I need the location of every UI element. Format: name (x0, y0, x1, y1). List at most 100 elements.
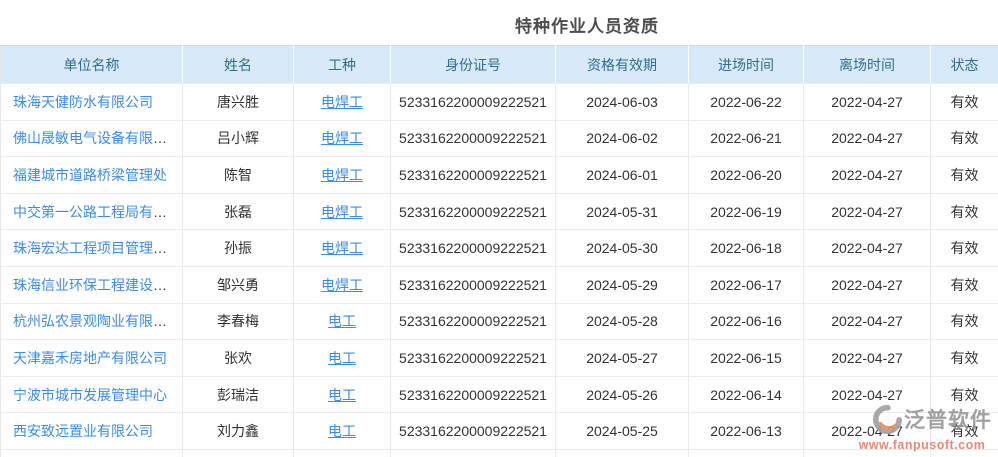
cell-job: 电工 (293, 376, 391, 414)
cell-enter: 2022-06-22 (688, 83, 804, 121)
watermark-brand-text: 泛普软件 (904, 409, 992, 432)
table-row: 佛山晟敏电气设备有限公司 吕小辉 电焊工 5233162200009222521 202… (0, 120, 998, 158)
cell-id: 5233162200009222521 (390, 376, 556, 414)
company-link[interactable]: 西安致远置业有限公司 (13, 423, 153, 440)
company-link[interactable]: 天津嘉禾房地产有限公司 (13, 349, 167, 366)
column-header-leave: 离场时间 (803, 45, 931, 84)
cell-name: 唐兴胜 (182, 83, 294, 121)
job-link[interactable]: 电工 (328, 313, 356, 330)
cell-name: 张磊 (182, 193, 294, 231)
column-header-company: 单位名称 (0, 45, 183, 84)
cell-valid: 2024-05-29 (555, 266, 689, 304)
company-link[interactable]: 中交第一公路工程局有限... (13, 203, 179, 220)
cell-enter: 2022-06-21 (688, 120, 804, 158)
job-link[interactable]: 电工 (328, 386, 356, 403)
job-link[interactable]: 电焊工 (321, 166, 363, 183)
cell-valid: 2024-06-03 (555, 83, 689, 121)
company-link[interactable]: 珠海信业环保工程建设有... (13, 276, 179, 293)
cell-id: 5233162200009222521 (390, 412, 556, 450)
column-header-valid: 资格有效期 (555, 45, 689, 84)
cell-job: 电焊工 (293, 156, 391, 194)
cell-valid: 2024-06-01 (555, 156, 689, 194)
cell-status: 有效 (930, 266, 998, 304)
cell-status: 有效 (930, 120, 998, 158)
cell-leave: 2022-04-27 (803, 156, 931, 194)
cell-company: 西安致远置业有限公司 (0, 412, 183, 450)
job-link[interactable]: 电工 (328, 423, 356, 440)
cell-leave: 2022-04-27 (803, 120, 931, 158)
job-link[interactable]: 电工 (328, 349, 356, 366)
cell-status: 有效 (930, 193, 998, 231)
cell-job: 电焊工 (293, 193, 391, 231)
job-link[interactable]: 电焊工 (321, 276, 363, 293)
table-row: 福建城市道路桥梁管理处 陈智 电焊工 5233162200009222521 2024-… (0, 156, 998, 194)
cell-name: 李春梅 (182, 303, 294, 341)
job-link[interactable]: 电焊工 (321, 130, 363, 147)
cell-status: 有效 (930, 229, 998, 267)
cell-valid: 2024-05-25 (555, 412, 689, 450)
cell-company: 佛山晟敏电气设备有限公司 (0, 120, 183, 158)
table-row: 天津嘉禾房地产有限公司 张欢 电工 5233162200009222521 2024-0… (0, 339, 998, 377)
cell-name: 刘力鑫 (182, 412, 294, 450)
table-row: 珠海天健防水有限公司 唐兴胜 电焊工 5233162200009222521 2024-… (0, 83, 998, 121)
cell-company: 福建城市道路桥梁管理处 (0, 156, 183, 194)
cell-leave: 2022-04-27 (803, 376, 931, 414)
cell-company: 珠海天健防水有限公司 (0, 83, 183, 121)
cell-job: 电焊工 (293, 266, 391, 304)
vendor-watermark: 泛普软件 www.fanpusoft.com (852, 404, 992, 452)
cell-leave: 2022-04-27 (803, 303, 931, 341)
company-link[interactable]: 珠海天健防水有限公司 (13, 93, 153, 110)
company-link[interactable]: 杭州弘农景观陶业有限公司 (13, 313, 181, 330)
page-title: 特种作业人员资质 (515, 17, 659, 36)
cell-job: 电焊工 (293, 120, 391, 158)
cell-job: 电焊工 (293, 83, 391, 121)
cell-valid: 2024-05-26 (555, 376, 689, 414)
company-link[interactable]: 福建城市道路桥梁管理处 (13, 166, 167, 183)
cell-valid: 2024-05-30 (555, 229, 689, 267)
table-row: 珠海信业环保工程建设有... 邹兴勇 电焊工 5233162200009222521 2… (0, 266, 998, 304)
cell-leave: 2022-04-27 (803, 412, 931, 450)
cell-valid: 2024-05-27 (555, 339, 689, 377)
cell-company: 珠海信业环保工程建设有... (0, 266, 183, 304)
cell-leave: 2022-04-27 (803, 229, 931, 267)
cell-id: 5233162200009222521 (390, 303, 556, 341)
cell-id: 5233162200009222521 (390, 120, 556, 158)
cell-enter: 2022-06-14 (688, 376, 804, 414)
cell-status: 有效 (930, 83, 998, 121)
cell-company: 宁波市城市发展管理中心 (0, 376, 183, 414)
column-header-status: 状态 (930, 45, 998, 84)
column-header-id: 身份证号 (390, 45, 556, 84)
table-row-partial (0, 449, 998, 457)
job-link[interactable]: 电焊工 (321, 240, 363, 257)
cell-leave: 2022-04-27 (803, 339, 931, 377)
cell-name: 彭瑞洁 (182, 376, 294, 414)
company-link[interactable]: 佛山晟敏电气设备有限公司 (13, 130, 181, 147)
table-row: 西安致远置业有限公司 刘力鑫 电工 5233162200009222521 2024-0… (0, 412, 998, 450)
cell-status: 有效 (930, 156, 998, 194)
cell-leave: 2022-04-27 (803, 83, 931, 121)
cell-job: 电工 (293, 412, 391, 450)
table-header: 单位名称 姓名 工种 身份证号 资格有效期 进场时间 离场时间 状态 (0, 45, 998, 84)
cell-valid: 2024-06-02 (555, 120, 689, 158)
job-link[interactable]: 电焊工 (321, 203, 363, 220)
company-link[interactable]: 宁波市城市发展管理中心 (13, 386, 167, 403)
cell-status: 有效 (930, 376, 998, 414)
cell-enter: 2022-06-15 (688, 339, 804, 377)
cell-name: 邹兴勇 (182, 266, 294, 304)
cell-id: 5233162200009222521 (390, 229, 556, 267)
cell-status: 有效 (930, 339, 998, 377)
cell-company: 杭州弘农景观陶业有限公司 (0, 303, 183, 341)
table-row: 中交第一公路工程局有限... 张磊 电焊工 5233162200009222521 20… (0, 193, 998, 231)
watermark-url-text: www.fanpusoft.com (858, 437, 986, 452)
cell-enter: 2022-06-20 (688, 156, 804, 194)
cell-leave: 2022-04-27 (803, 266, 931, 304)
cell-enter: 2022-06-18 (688, 229, 804, 267)
cell-name: 孙振 (182, 229, 294, 267)
cell-company: 中交第一公路工程局有限... (0, 193, 183, 231)
job-link[interactable]: 电焊工 (321, 93, 363, 110)
column-header-enter: 进场时间 (688, 45, 804, 84)
cell-enter: 2022-06-16 (688, 303, 804, 341)
cell-name: 张欢 (182, 339, 294, 377)
cell-valid: 2024-05-31 (555, 193, 689, 231)
company-link[interactable]: 珠海宏达工程项目管理公司 (13, 240, 181, 257)
